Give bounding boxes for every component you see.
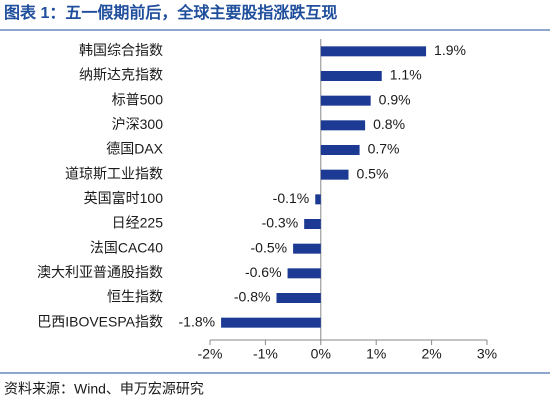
- value-label: 0.8%: [373, 116, 405, 132]
- value-label: -0.8%: [234, 289, 271, 305]
- value-label: -0.3%: [262, 215, 299, 231]
- value-label: -1.8%: [179, 313, 216, 329]
- category-label: 纳斯达克指数: [79, 67, 163, 83]
- bar: [320, 71, 382, 81]
- bar: [304, 219, 321, 229]
- bar: [221, 317, 321, 328]
- value-label: -0.5%: [251, 239, 288, 255]
- category-label: 澳大利亚普通股指数: [37, 264, 163, 280]
- x-tick-label: -1%: [253, 346, 278, 362]
- bar: [320, 145, 360, 155]
- category-label: 英国富时100: [84, 190, 164, 206]
- value-label: 0.5%: [357, 165, 389, 181]
- category-label: 道琼斯工业指数: [65, 165, 163, 181]
- category-label: 恒生指数: [107, 289, 163, 305]
- x-tick-label: 0%: [311, 346, 331, 362]
- category-label: 法国CAC40: [90, 239, 163, 255]
- x-tick-label: -2%: [198, 346, 223, 362]
- bar: [320, 120, 366, 131]
- category-label: 沪深300: [112, 116, 164, 132]
- bar: [276, 293, 321, 303]
- bar: [320, 95, 371, 106]
- bar: [320, 46, 427, 57]
- value-label: 1.9%: [434, 42, 466, 58]
- bar: [287, 268, 321, 279]
- bar: [320, 169, 349, 180]
- category-label: 韩国综合指数: [79, 42, 163, 58]
- value-label: -0.6%: [245, 264, 282, 280]
- category-label: 标普500: [112, 91, 164, 107]
- bar: [293, 243, 321, 254]
- x-tick-label: 3%: [477, 346, 497, 362]
- bar: [315, 194, 321, 205]
- value-label: 1.1%: [390, 67, 422, 83]
- category-label: 巴西IBOVESPA指数: [37, 313, 163, 329]
- x-tick-label: 1%: [366, 346, 386, 362]
- value-label: 0.7%: [368, 141, 400, 157]
- source-note: 资料来源：Wind、申万宏源研究: [4, 381, 204, 397]
- chart-title: 图表 1：五一假期前后，全球主要股指涨跌互现: [4, 3, 337, 22]
- value-label: 0.9%: [379, 91, 411, 107]
- value-label: -0.1%: [273, 190, 310, 206]
- category-label: 德国DAX: [106, 141, 163, 157]
- category-label: 日经225: [112, 215, 164, 231]
- x-tick-label: 2%: [421, 346, 441, 362]
